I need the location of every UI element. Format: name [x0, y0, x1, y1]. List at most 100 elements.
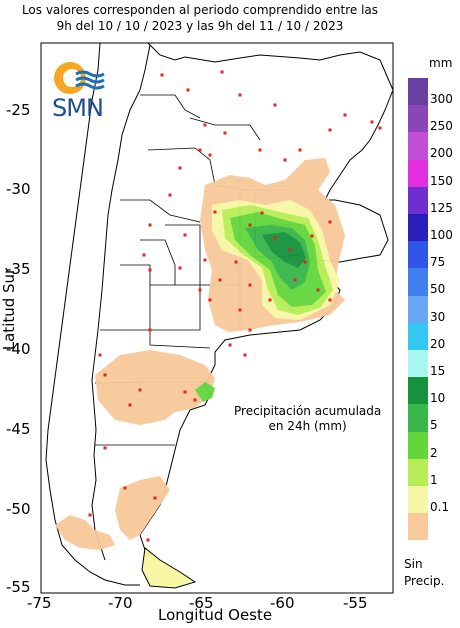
smn-logo-text: SMN	[52, 94, 104, 122]
legend-label: 150	[430, 173, 453, 188]
legend-color-box	[408, 268, 428, 296]
station-marker	[248, 328, 252, 332]
legend-label: 1	[430, 472, 438, 487]
legend-color-box	[408, 105, 428, 133]
station-markers	[88, 70, 382, 542]
legend-label: 75	[430, 255, 446, 270]
header-line-1: Los valores corresponden al periodo comp…	[21, 3, 379, 17]
station-marker	[218, 278, 222, 282]
precip-0-1-patagonia	[115, 476, 170, 540]
station-marker	[153, 496, 157, 500]
x-tick-label: -60	[270, 594, 295, 612]
chile-coast	[45, 42, 140, 586]
legend-label: 100	[430, 228, 453, 242]
legend-label: 50	[430, 282, 446, 297]
station-marker	[88, 513, 92, 517]
station-marker	[213, 210, 217, 214]
no-precip-line-2: Precip.	[404, 574, 445, 588]
station-marker	[148, 328, 152, 332]
station-marker	[328, 298, 332, 302]
legend-label: 2	[430, 445, 438, 460]
station-marker	[378, 126, 382, 130]
station-marker	[208, 153, 212, 157]
station-marker	[258, 148, 262, 152]
station-marker	[328, 220, 332, 224]
legend-label: 125	[430, 200, 453, 215]
x-tick-label: -70	[108, 594, 133, 612]
station-marker	[228, 343, 232, 347]
precip-fields	[55, 158, 345, 550]
legend-color-box	[408, 214, 428, 242]
station-marker	[293, 278, 297, 282]
y-tick-label: -40	[6, 340, 31, 358]
station-marker	[248, 223, 252, 227]
station-marker	[186, 88, 190, 92]
station-marker	[260, 211, 264, 215]
legend-label: 10	[430, 391, 446, 406]
station-marker	[310, 234, 314, 238]
station-marker	[343, 113, 347, 117]
precip-10	[262, 232, 306, 268]
x-tick-label: -65	[189, 594, 214, 612]
station-marker	[146, 538, 150, 542]
x-axis-label: Longitud Oeste	[158, 606, 273, 624]
annotation-line-1: Precipitación acumulada	[234, 404, 382, 418]
station-marker	[98, 353, 102, 357]
station-marker	[220, 70, 224, 74]
precip-2-south	[195, 382, 215, 402]
legend-color-box	[408, 350, 428, 378]
legend-label: 250	[430, 119, 453, 134]
legend-label: 20	[430, 336, 446, 351]
legend-label: 30	[430, 309, 446, 324]
y-axis-label: Latitud Sur	[0, 267, 19, 351]
station-marker	[128, 403, 132, 407]
station-marker	[248, 283, 252, 287]
station-marker	[178, 166, 182, 170]
legend-color-box	[408, 377, 428, 405]
legend-color-box	[408, 486, 428, 514]
station-marker	[238, 308, 242, 312]
station-marker	[198, 288, 202, 292]
y-tick-label: -50	[6, 500, 31, 518]
legend-units: mm	[429, 56, 453, 70]
station-marker	[238, 93, 242, 97]
legend-label: 5	[430, 418, 438, 433]
station-marker	[148, 268, 152, 272]
station-marker	[316, 288, 320, 292]
station-marker	[303, 260, 307, 264]
tierra-del-fuego	[141, 547, 197, 589]
y-tick-label: -35	[6, 260, 31, 278]
station-marker	[168, 193, 172, 197]
station-marker	[183, 233, 187, 237]
legend-color-box	[408, 322, 428, 350]
y-tick-label: -55	[6, 578, 31, 596]
station-marker	[103, 446, 107, 450]
station-marker	[223, 131, 227, 135]
legend-label: 200	[430, 146, 453, 161]
station-marker	[273, 236, 277, 240]
y-tick-label: -45	[6, 420, 31, 438]
x-tick-label: -75	[27, 594, 52, 612]
legend-color-box	[408, 458, 428, 486]
header-line-2: 9h del 10 / 10 / 2023 y las 9h del 11 / …	[56, 19, 344, 33]
legend-color-box	[408, 159, 428, 187]
station-marker	[103, 373, 107, 377]
legend-label: 15	[430, 364, 446, 378]
station-marker	[268, 298, 272, 302]
legend-color-box	[408, 186, 428, 214]
station-marker	[148, 223, 152, 227]
legend-color-box	[408, 295, 428, 323]
legend-color-box	[408, 404, 428, 432]
annotation-line-2: en 24h (mm)	[268, 419, 347, 433]
legend-no-precip: Sin Precip.	[404, 556, 444, 590]
y-tick-label: -25	[6, 101, 31, 119]
legend-color-box	[408, 513, 428, 541]
legend-label: 300	[430, 92, 453, 106]
no-precip-line-1: Sin	[404, 557, 423, 571]
legend-color-box	[408, 431, 428, 459]
station-marker	[288, 248, 292, 252]
station-marker	[283, 158, 287, 162]
legend-color-box	[408, 78, 428, 106]
station-marker	[370, 120, 374, 124]
